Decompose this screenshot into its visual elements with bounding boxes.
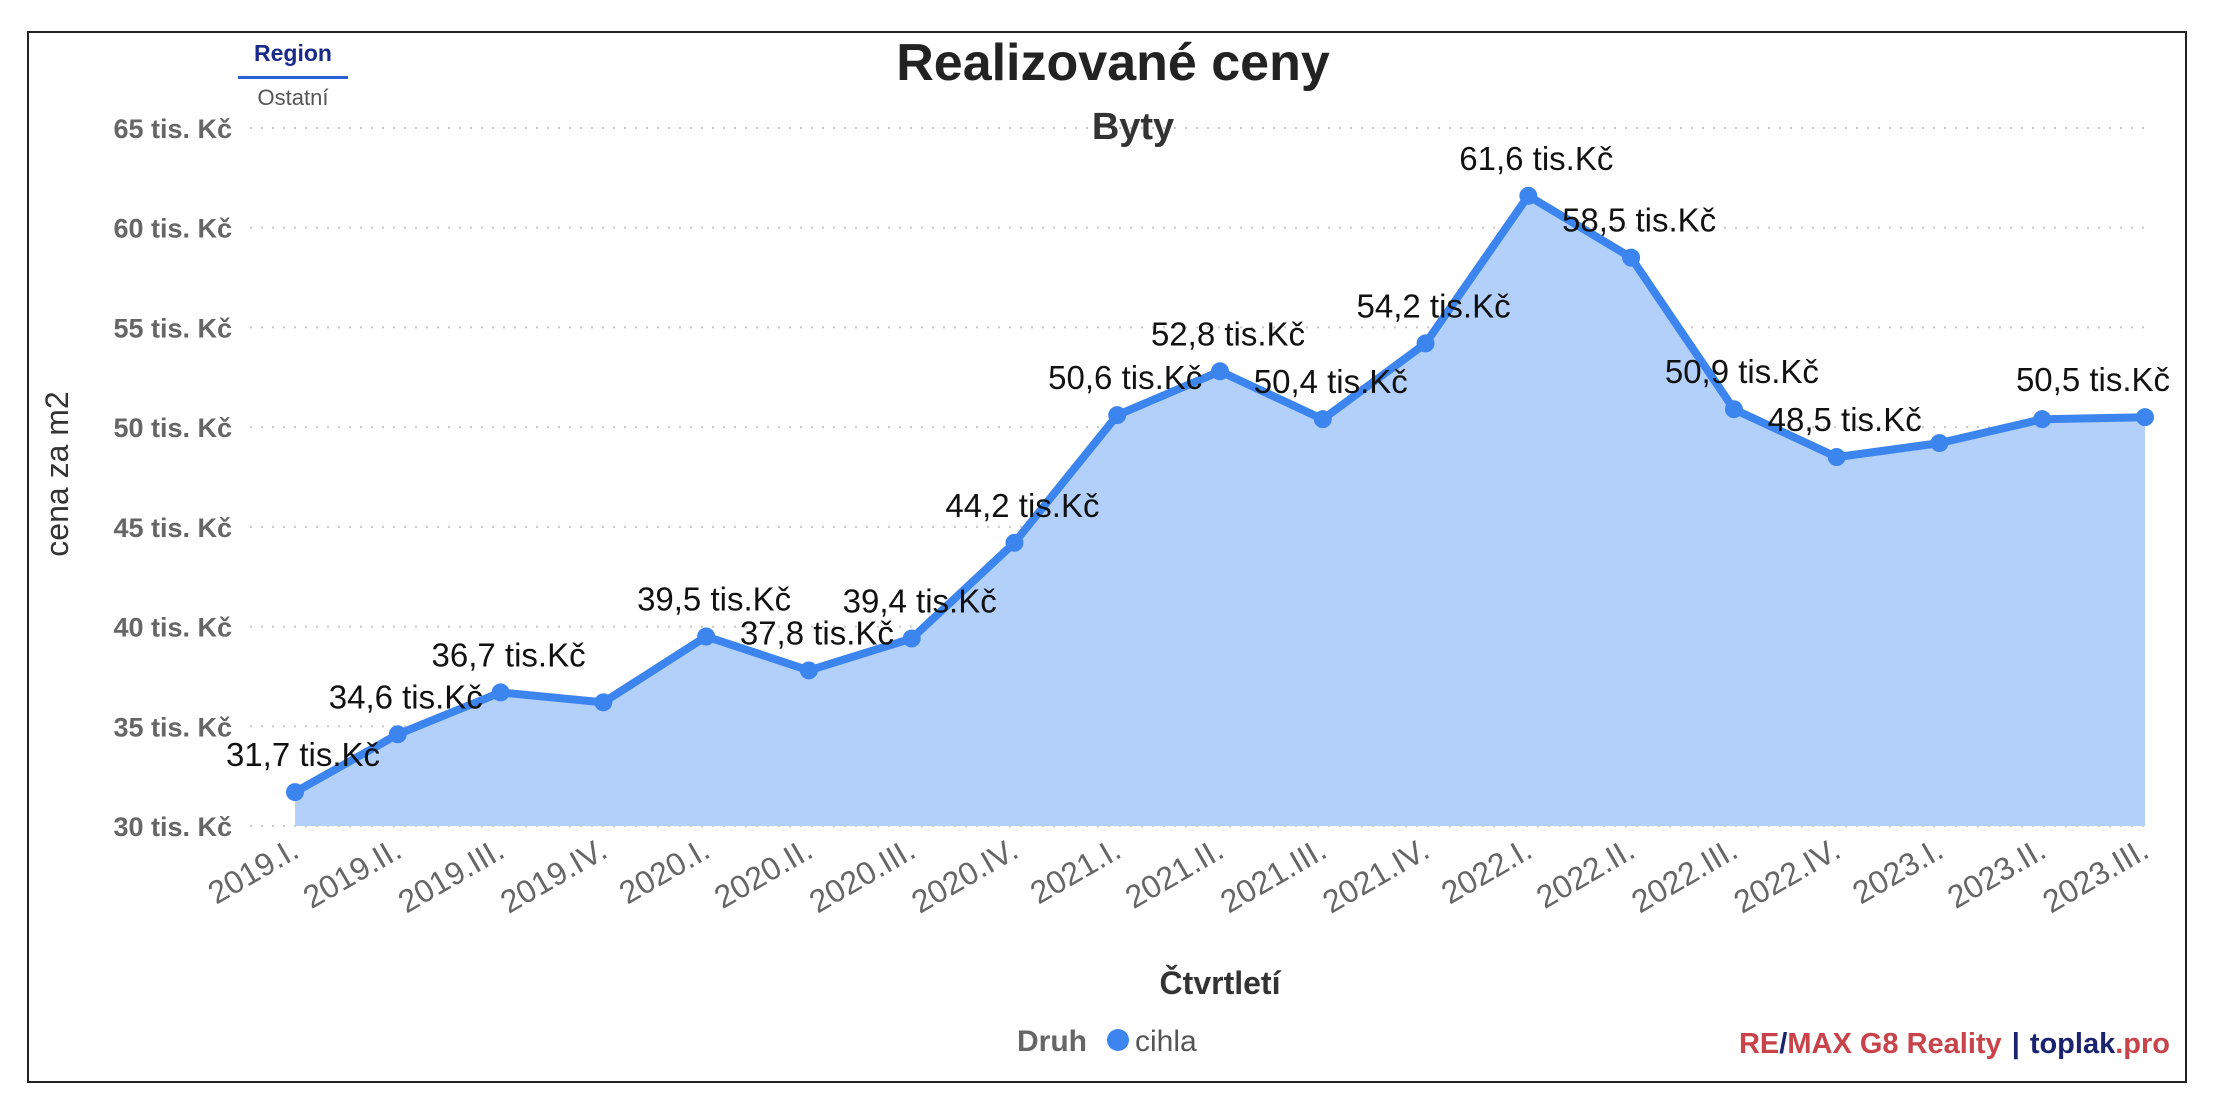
legend-marker-cihla[interactable] <box>1107 1029 1129 1051</box>
data-label: 52,8 tis.Kč <box>1151 315 1305 352</box>
data-point[interactable] <box>286 783 304 802</box>
brand-pro: .pro <box>2115 1028 2170 1060</box>
x-tick-label: 2021.I. <box>1024 831 1127 911</box>
x-tick-labels: 2019.I.2019.II.2019.III.2019.IV. 2020.I.2… <box>202 831 2155 920</box>
data-label: 61,6 tis.Kč <box>1459 140 1613 177</box>
x-tick-label: 2022.II. <box>1530 831 1640 916</box>
x-tick-label: 2020.I. <box>613 831 716 911</box>
brand-re: RE <box>1738 1028 1780 1060</box>
legend-entry-cihla[interactable]: cihla <box>1135 1025 1197 1058</box>
y-tick-label: 30 tis. Kč <box>113 812 232 842</box>
data-point[interactable] <box>1108 406 1127 425</box>
data-point[interactable] <box>1519 186 1538 205</box>
x-axis-label: Čtvrtletí <box>1160 965 1282 1001</box>
data-point[interactable] <box>1211 362 1229 381</box>
data-label: 48,5 tis.Kč <box>1768 401 1922 438</box>
tab-region[interactable]: Region <box>238 40 348 79</box>
y-tick-label: 65 tis. Kč <box>113 114 232 144</box>
data-label: 39,5 tis.Kč <box>637 581 791 618</box>
x-tick-label: 2020.III. <box>803 831 921 920</box>
data-point[interactable] <box>1622 248 1641 267</box>
data-point[interactable] <box>594 693 613 712</box>
x-tick-label: 2022.I. <box>1435 831 1538 911</box>
series-area-cihla <box>295 195 2145 827</box>
x-tick-label: 2021.III. <box>1214 831 1332 920</box>
data-label: 50,6 tis.Kč <box>1048 359 1202 396</box>
data-point[interactable] <box>902 629 921 648</box>
data-label: 44,2 tis.Kč <box>945 487 1099 524</box>
data-point[interactable] <box>2033 410 2052 429</box>
data-point[interactable] <box>1313 410 1332 429</box>
data-label: 54,2 tis.Kč <box>1357 287 1511 324</box>
x-tick-label: 2019.III. <box>392 831 510 920</box>
data-point[interactable] <box>697 627 716 646</box>
x-tick-label: 2021.II. <box>1119 831 1229 916</box>
brand-separator: | <box>2011 1028 2020 1060</box>
data-point[interactable] <box>799 661 818 680</box>
data-point[interactable] <box>1930 434 1949 453</box>
data-points <box>286 186 2154 802</box>
data-point[interactable] <box>491 683 510 702</box>
brand-footer: RE/MAX G8 Reality | toplak.pro <box>1739 1028 2170 1061</box>
brand-max: MAX G8 Reality <box>1787 1028 2002 1060</box>
legend: Druh cihla <box>1017 1025 1197 1058</box>
y-tick-labels: 30 tis. Kč 35 tis. Kč 40 tis. Kč 45 tis. Kč… <box>113 114 232 842</box>
x-tick-label: 2021.IV. <box>1316 831 1435 920</box>
tab-ostatni[interactable]: Ostatní <box>257 85 329 110</box>
x-tick-label: 2023.II. <box>1941 831 2051 916</box>
y-tick-label: 40 tis. Kč <box>113 613 232 643</box>
y-axis-label: cena za m2 <box>39 391 75 556</box>
brand-slash: / <box>1779 1028 1788 1060</box>
data-point[interactable] <box>2136 408 2154 427</box>
data-label: 50,9 tis.Kč <box>1665 353 1819 390</box>
x-tick-label: 2022.III. <box>1625 831 1743 920</box>
y-tick-label: 60 tis. Kč <box>113 214 232 244</box>
x-tick-label: 2022.IV. <box>1727 831 1846 920</box>
data-point[interactable] <box>1416 334 1435 353</box>
x-tick-label: 2020.IV. <box>905 831 1024 920</box>
x-tick-label: 2023.I. <box>1846 831 1949 911</box>
x-tick-label: 2019.I. <box>202 831 305 911</box>
data-point[interactable] <box>1005 533 1024 552</box>
brand-toplak: toplak <box>2029 1028 2116 1060</box>
y-tick-label: 50 tis. Kč <box>113 413 232 443</box>
data-labels: 31,7 tis.Kč 34,6 tis.Kč 36,7 tis.Kč 39,5 ti… <box>226 140 2170 773</box>
data-point[interactable] <box>1724 400 1743 419</box>
data-point[interactable] <box>1827 448 1846 467</box>
x-tick-label: 2020.II. <box>708 831 818 916</box>
x-tick-label: 2019.II. <box>297 831 407 916</box>
data-label: 36,7 tis.Kč <box>432 636 586 673</box>
x-tick-label: 2019.IV. <box>494 831 613 920</box>
data-label: 31,7 tis.Kč <box>226 736 380 773</box>
data-label: 37,8 tis.Kč <box>740 614 894 651</box>
data-label: 58,5 tis.Kč <box>1562 202 1716 239</box>
data-point[interactable] <box>388 725 407 744</box>
data-label: 39,4 tis.Kč <box>843 583 997 620</box>
chart-title: Realizované ceny <box>896 34 1330 92</box>
y-tick-label: 35 tis. Kč <box>113 712 232 742</box>
y-tick-label: 45 tis. Kč <box>113 513 232 543</box>
data-label: 50,4 tis.Kč <box>1254 363 1408 400</box>
data-label: 50,5 tis.Kč <box>2016 361 2170 398</box>
x-tick-label: 2023.III. <box>2036 831 2154 920</box>
chart-subtitle: Byty <box>1092 106 1174 148</box>
y-tick-label: 55 tis. Kč <box>113 313 232 343</box>
region-tabs: Region Ostatní <box>238 40 348 111</box>
data-label: 34,6 tis.Kč <box>329 678 483 715</box>
legend-title: Druh <box>1017 1025 1087 1058</box>
